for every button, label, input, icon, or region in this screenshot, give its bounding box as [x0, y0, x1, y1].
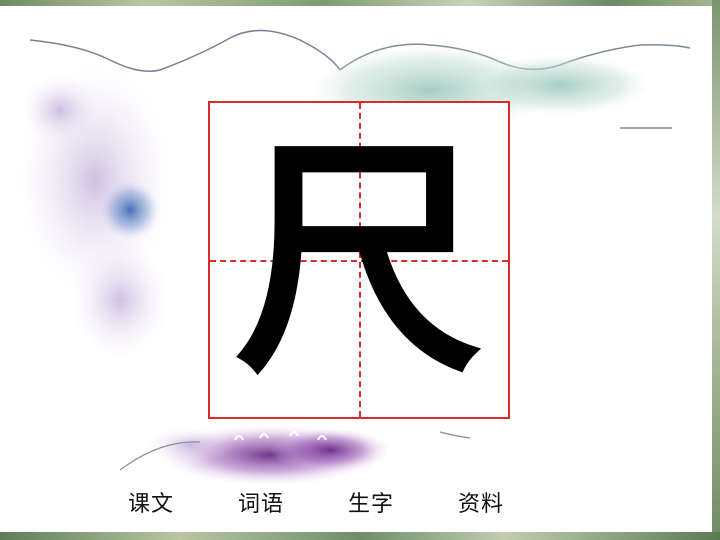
frame-right-border [712, 0, 720, 540]
frame-top-border [0, 0, 720, 6]
frame-bottom-border [0, 532, 720, 540]
grid-horizontal-guide [210, 260, 508, 262]
nav-item-new-characters[interactable]: 生字 [348, 492, 395, 517]
nav-item-vocabulary[interactable]: 词语 [238, 492, 285, 517]
nav-item-lesson-text[interactable]: 课文 [128, 492, 175, 517]
tianzige-character-grid: 尺 [208, 101, 510, 419]
nav-item-materials[interactable]: 资料 [458, 492, 505, 517]
featured-character: 尺 [234, 113, 484, 407]
bottom-nav: 课文 词语 生字 资料 [128, 486, 568, 518]
